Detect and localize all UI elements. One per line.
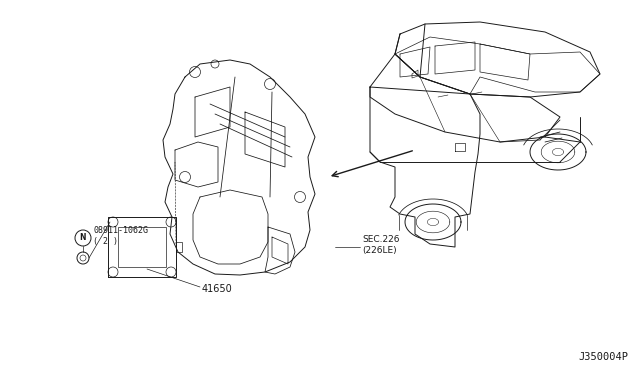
Bar: [176, 242, 182, 252]
Text: SEC.226
(226LE): SEC.226 (226LE): [362, 235, 399, 255]
Text: 08911-1062G
( 2 ): 08911-1062G ( 2 ): [93, 225, 148, 246]
Text: N: N: [80, 234, 86, 243]
Text: 41650: 41650: [202, 284, 233, 294]
Bar: [118, 227, 166, 267]
Text: J350004P: J350004P: [578, 352, 628, 362]
